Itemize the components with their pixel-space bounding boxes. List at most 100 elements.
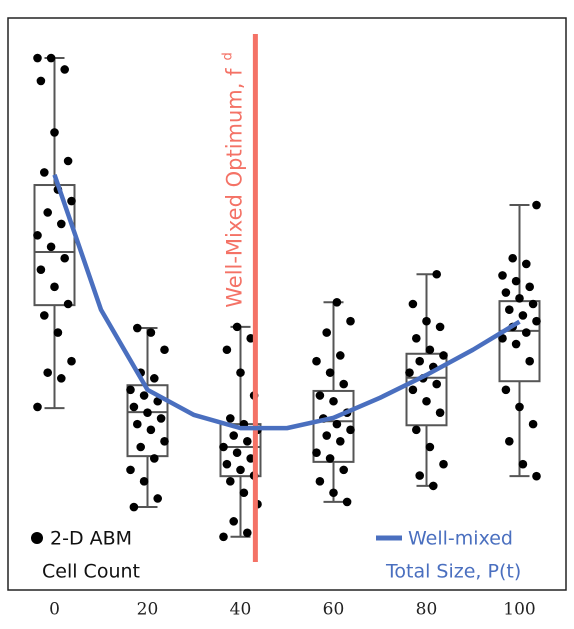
well-mixed-curve	[52, 173, 521, 431]
cell-count-point	[219, 442, 228, 452]
cell-count-point	[36, 265, 46, 274]
cell-count-point	[150, 454, 159, 463]
cell-count-point	[435, 322, 445, 332]
optimum-label: Well-Mixed Optimum, f d	[220, 52, 247, 308]
cell-count-point	[126, 465, 135, 475]
cell-count-point	[139, 391, 149, 400]
legend-label: 2-D ABM	[50, 528, 132, 550]
cell-count-point	[40, 168, 49, 177]
plot-frame	[7, 17, 567, 591]
cell-count-point	[515, 402, 524, 412]
cell-count-point	[153, 396, 162, 406]
cell-count-point	[312, 356, 321, 366]
cell-count-point	[415, 356, 425, 366]
cell-count-point	[528, 299, 538, 309]
cell-count-point	[332, 419, 342, 429]
cell-count-point	[33, 231, 42, 240]
cell-count-point	[339, 379, 349, 389]
cell-count-point	[518, 459, 528, 469]
cell-count-point	[412, 425, 421, 435]
cell-count-point	[336, 436, 345, 446]
cell-count-point	[236, 368, 245, 377]
cell-count-point	[498, 334, 507, 343]
cell-count-point	[239, 488, 249, 498]
x-tick-label: 80	[416, 600, 438, 620]
cell-count-point	[222, 345, 232, 355]
cell-count-point	[501, 288, 511, 297]
cell-count-point	[518, 311, 528, 320]
cell-count-point	[36, 76, 46, 86]
cell-count-point	[325, 454, 335, 463]
legend-label: Cell Count	[42, 561, 140, 583]
cell-count-point	[46, 242, 56, 252]
cell-count-point	[156, 414, 166, 423]
cell-count-point	[408, 385, 418, 395]
cell-count-point	[160, 436, 169, 446]
cell-count-point	[126, 385, 135, 395]
cell-count-point	[505, 305, 514, 315]
x-tick-label: 20	[137, 600, 159, 620]
cell-count-point	[339, 465, 349, 475]
cell-count-point	[63, 156, 73, 166]
cell-count-point	[425, 442, 435, 452]
cell-count-point	[146, 328, 156, 337]
cell-count-point	[498, 271, 507, 280]
cell-count-point	[511, 339, 521, 349]
cell-count-point	[46, 53, 56, 63]
cell-count-point	[346, 425, 355, 435]
cell-count-point	[315, 391, 325, 400]
cell-count-point	[312, 448, 321, 458]
legend-marker	[31, 532, 43, 544]
cell-count-point	[522, 328, 531, 337]
cell-count-point	[412, 334, 421, 343]
cell-count-point	[528, 419, 538, 429]
cell-count-point	[422, 396, 431, 406]
cell-count-point	[160, 345, 169, 355]
cell-count-point	[129, 402, 139, 412]
cell-count-point	[150, 374, 159, 383]
cell-count-point	[532, 471, 541, 481]
cell-count-point	[129, 502, 139, 512]
cell-count-point	[226, 414, 235, 423]
cell-count-point	[50, 128, 59, 137]
cell-count-point	[57, 374, 66, 383]
cell-count-point	[243, 528, 252, 538]
cell-count-point	[532, 316, 541, 326]
x-tick-label: 40	[230, 600, 252, 620]
cell-count-point	[329, 488, 338, 498]
cell-count-point	[143, 408, 152, 417]
cell-count-point	[60, 65, 69, 74]
cell-count-point	[346, 316, 355, 326]
cell-count-point	[439, 459, 448, 469]
cell-count-point	[139, 477, 149, 486]
x-tick-label: 100	[503, 600, 535, 620]
cell-count-point	[515, 293, 524, 303]
box	[405, 352, 448, 427]
box	[126, 384, 169, 458]
x-tick-label: 60	[323, 600, 345, 620]
cell-count-point	[33, 53, 42, 63]
cell-count-point	[67, 356, 76, 366]
cell-count-point	[67, 196, 76, 206]
cell-count-point	[219, 532, 228, 542]
cell-count-point	[439, 351, 448, 360]
cell-count-point	[329, 396, 338, 406]
cell-count-point	[60, 253, 69, 263]
cell-count-point	[325, 368, 335, 377]
cell-count-point	[229, 431, 238, 440]
cell-count-point	[422, 316, 431, 326]
cell-count-point	[415, 471, 425, 480]
cell-count-point	[236, 465, 245, 475]
cell-count-point	[50, 282, 59, 292]
cell-count-point	[525, 282, 534, 292]
cell-count-point	[153, 494, 162, 503]
cell-count-point	[322, 328, 332, 337]
cell-count-point	[53, 328, 63, 337]
cell-count-point	[332, 297, 342, 307]
cell-count-point	[522, 259, 531, 269]
box	[312, 389, 355, 463]
cell-count-point	[532, 200, 541, 210]
cell-count-point	[136, 442, 145, 452]
cell-count-point	[243, 436, 252, 446]
